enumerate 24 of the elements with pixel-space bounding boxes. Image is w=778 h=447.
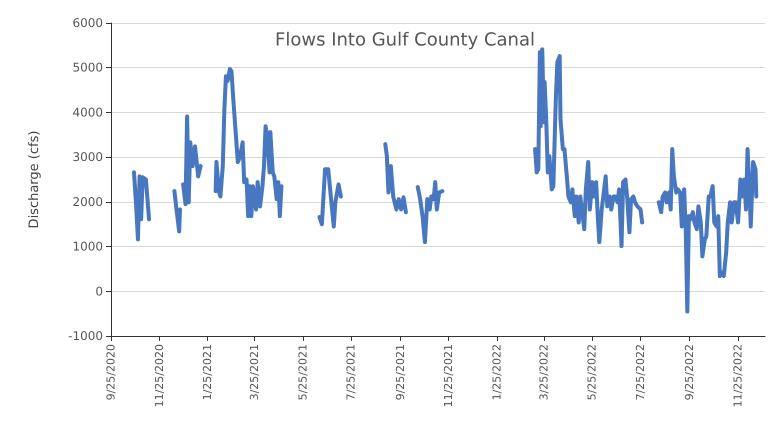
x-tick-label: 1/25/2022 — [490, 344, 504, 400]
x-tick-label: 9/25/2020 — [104, 344, 118, 400]
x-tick-label: 3/25/2022 — [537, 344, 550, 400]
y-tick-label: 5000 — [72, 60, 103, 75]
y-tick-label: 4000 — [72, 105, 103, 120]
x-tick-label: 11/25/2021 — [442, 344, 456, 408]
x-tick-label: 3/25/2021 — [248, 344, 261, 400]
chart-title: Flows Into Gulf County Canal — [275, 30, 535, 50]
x-tick-label: 9/25/2021 — [394, 344, 407, 400]
x-tick-label: 11/25/2020 — [152, 344, 166, 408]
y-axis-title: Discharge (cfs) — [27, 130, 42, 228]
x-tick-label: 11/25/2022 — [732, 344, 745, 408]
x-tick-label: 5/25/2022 — [586, 344, 599, 400]
y-tick-label: 3000 — [72, 150, 103, 164]
y-tick-label: -1000 — [68, 329, 103, 343]
y-tick-label: 1000 — [72, 240, 103, 254]
x-tick-label: 1/25/2021 — [201, 344, 214, 400]
y-tick-label: 2000 — [72, 194, 103, 209]
x-tick-label: 7/25/2021 — [344, 344, 358, 400]
x-tick-label: 9/25/2022 — [683, 344, 696, 400]
y-tick-label: 6000 — [72, 16, 103, 30]
x-tick-label: 7/25/2022 — [634, 344, 648, 400]
y-tick-label: 0 — [95, 284, 103, 298]
x-tick-label: 5/25/2021 — [296, 344, 310, 400]
